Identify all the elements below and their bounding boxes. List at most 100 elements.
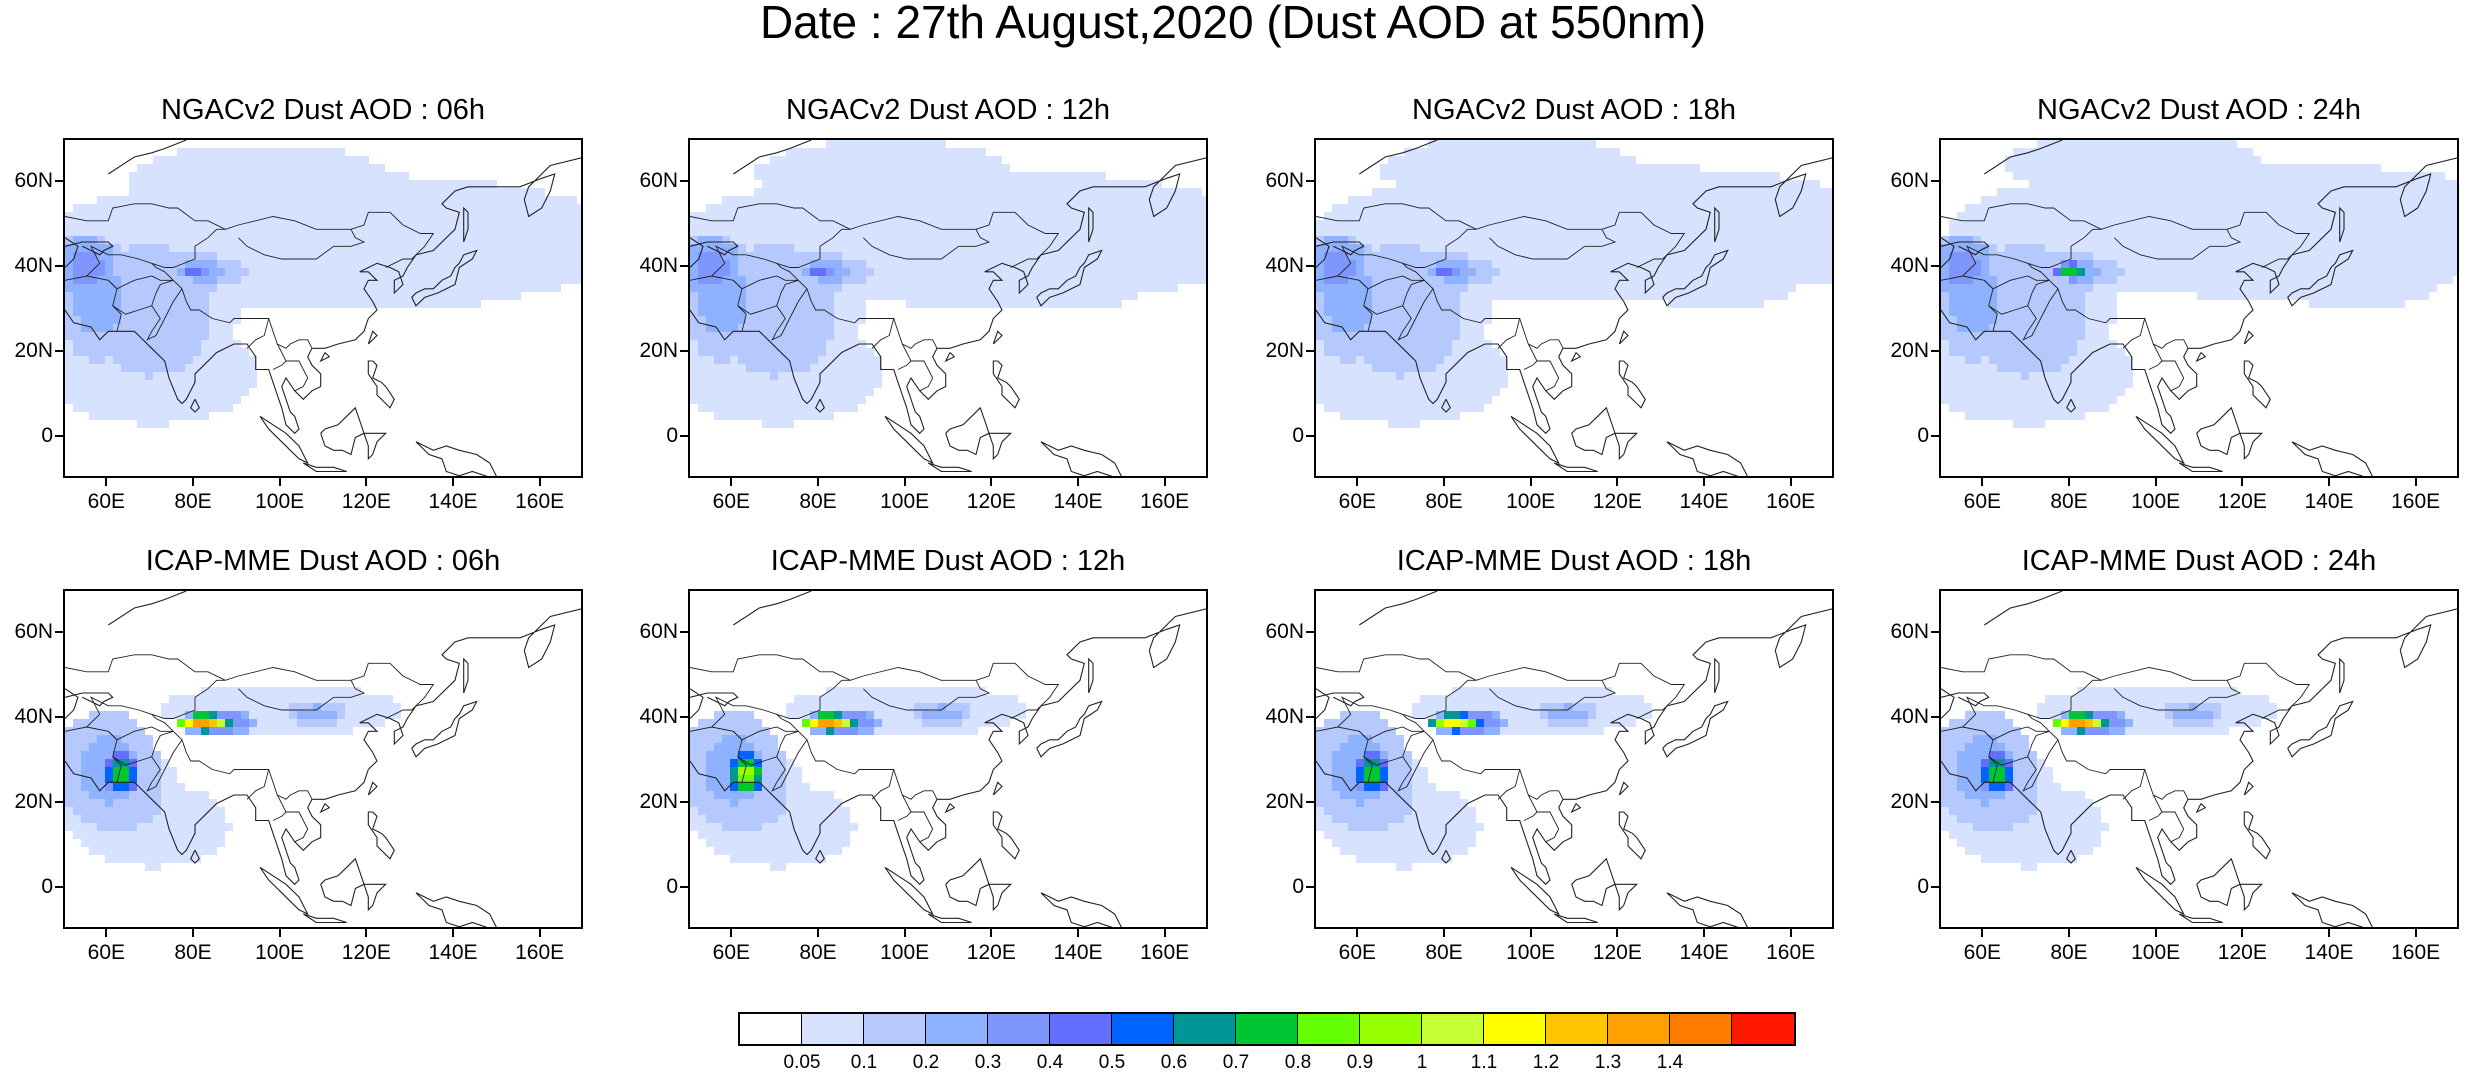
lon-tick-mark [1703, 929, 1705, 937]
aod-map [1316, 140, 1834, 478]
lon-tick-label: 100E [870, 491, 940, 513]
lat-tick-mark [1306, 265, 1314, 267]
aod-map [1941, 591, 2459, 929]
lon-tick-label: 60E [1322, 942, 1392, 964]
colorbar-boxes [738, 1012, 1796, 1046]
lon-tick-label: 80E [1409, 942, 1479, 964]
lat-tick-label: 0 [1887, 876, 1929, 898]
lat-tick-label: 60N [636, 170, 678, 192]
lat-tick-mark [1306, 435, 1314, 437]
colorbar-box [1484, 1014, 1546, 1044]
lat-tick-mark [1931, 886, 1939, 888]
lat-tick-label: 20N [636, 791, 678, 813]
lon-tick-mark [1981, 478, 1983, 486]
lon-tick-label: 100E [870, 942, 940, 964]
lon-tick-label: 140E [1669, 942, 1739, 964]
lon-tick-label: 120E [956, 942, 1026, 964]
lon-tick-mark [1703, 478, 1705, 486]
lon-tick-mark [817, 478, 819, 486]
colorbar-box [1174, 1014, 1236, 1044]
lat-tick-mark [1306, 180, 1314, 182]
lon-tick-label: 80E [158, 942, 228, 964]
lon-tick-label: 120E [956, 491, 1026, 513]
colorbar-label: 1.1 [1454, 1053, 1514, 1073]
colorbar-box [1732, 1014, 1794, 1044]
lon-tick-label: 60E [1322, 491, 1392, 513]
colorbar-label: 0.5 [1082, 1053, 1142, 1073]
panel-title: NGACv2 Dust AOD : 12h [688, 93, 1208, 127]
lat-tick-mark [1306, 350, 1314, 352]
lon-tick-mark [904, 478, 906, 486]
lon-tick-label: 80E [2034, 491, 2104, 513]
lat-tick-label: 0 [1887, 425, 1929, 447]
lon-tick-label: 60E [696, 491, 766, 513]
lat-tick-label: 20N [1887, 791, 1929, 813]
lat-tick-mark [55, 435, 63, 437]
map-frame [1314, 138, 1834, 478]
lat-tick-label: 0 [636, 876, 678, 898]
panel-title: NGACv2 Dust AOD : 18h [1314, 93, 1834, 127]
lon-tick-label: 160E [2381, 942, 2451, 964]
lon-tick-mark [990, 478, 992, 486]
colorbar-box [1298, 1014, 1360, 1044]
lat-tick-label: 0 [11, 425, 53, 447]
aod-map [1316, 591, 1834, 929]
lon-tick-mark [105, 929, 107, 937]
lon-tick-mark [539, 929, 541, 937]
lat-tick-label: 60N [1262, 621, 1304, 643]
lon-tick-label: 160E [1130, 942, 1200, 964]
colorbar-label: 1.4 [1640, 1053, 1700, 1073]
lat-tick-mark [1931, 180, 1939, 182]
aod-field [1316, 687, 1652, 871]
lat-tick-label: 40N [11, 255, 53, 277]
lon-tick-label: 120E [2207, 942, 2277, 964]
lon-tick-label: 80E [158, 491, 228, 513]
lat-tick-label: 20N [1262, 791, 1304, 813]
lon-tick-mark [1164, 478, 1166, 486]
lon-tick-mark [730, 929, 732, 937]
lat-tick-label: 0 [1262, 876, 1304, 898]
lon-tick-label: 140E [418, 491, 488, 513]
lat-tick-label: 40N [1887, 706, 1929, 728]
lat-tick-mark [1931, 435, 1939, 437]
lon-tick-label: 100E [245, 942, 315, 964]
lon-tick-mark [2068, 929, 2070, 937]
lon-tick-label: 160E [1756, 942, 1826, 964]
lat-tick-label: 0 [1262, 425, 1304, 447]
lat-tick-mark [1931, 350, 1939, 352]
lon-tick-mark [1616, 478, 1618, 486]
lon-tick-mark [2415, 929, 2417, 937]
lat-tick-mark [680, 180, 688, 182]
colorbar-label: 0.2 [896, 1053, 956, 1073]
lon-tick-mark [1164, 929, 1166, 937]
lon-tick-label: 60E [1947, 942, 2017, 964]
lat-tick-label: 40N [636, 706, 678, 728]
lon-tick-label: 140E [1043, 942, 1113, 964]
lat-tick-mark [55, 886, 63, 888]
lon-tick-mark [730, 478, 732, 486]
lon-tick-label: 160E [1130, 491, 1200, 513]
lon-tick-mark [817, 929, 819, 937]
lat-tick-mark [1306, 886, 1314, 888]
colorbar-box [988, 1014, 1050, 1044]
lon-tick-label: 100E [1496, 491, 1566, 513]
aod-field [690, 687, 1026, 871]
lat-tick-mark [55, 350, 63, 352]
lon-tick-mark [279, 478, 281, 486]
lon-tick-label: 140E [418, 942, 488, 964]
lon-tick-mark [192, 478, 194, 486]
lat-tick-mark [680, 435, 688, 437]
map-frame [1939, 138, 2459, 478]
lon-tick-label: 120E [1582, 491, 1652, 513]
lon-tick-label: 140E [2294, 942, 2364, 964]
map-frame [688, 589, 1208, 929]
lon-tick-label: 160E [505, 491, 575, 513]
lat-tick-label: 20N [11, 791, 53, 813]
lat-tick-label: 20N [636, 340, 678, 362]
lat-tick-mark [680, 716, 688, 718]
